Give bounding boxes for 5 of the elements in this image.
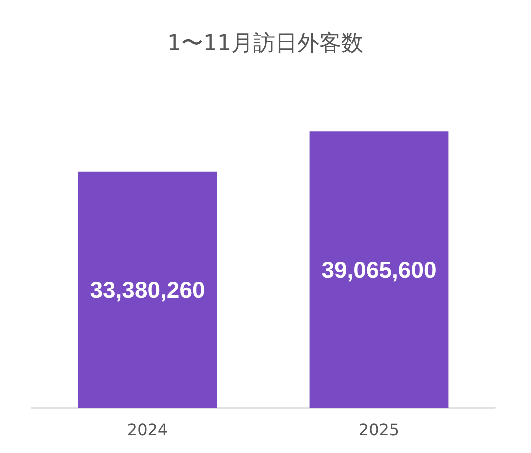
data-label: 39,065,600 — [322, 256, 437, 283]
data-label: 33,380,260 — [90, 276, 206, 303]
x-tick-label: 2024 — [127, 420, 168, 440]
chart-title: 1〜11月訪日外客数 — [168, 32, 364, 56]
x-tick-label: 2025 — [358, 420, 400, 440]
